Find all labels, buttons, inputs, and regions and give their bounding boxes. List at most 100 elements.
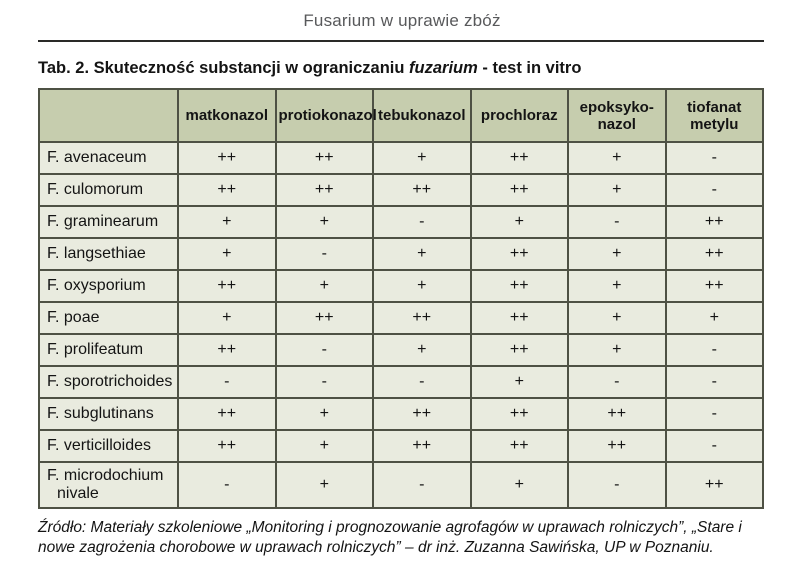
table-row: F. graminearum + + - + - ++	[38, 205, 764, 239]
table-row: F. microdochium nivale - + - + - ++	[38, 461, 764, 509]
value-cell: +	[274, 429, 374, 463]
value-cell: +	[664, 301, 764, 335]
species-cell: F. poae	[38, 301, 179, 335]
value-cell: ++	[274, 173, 374, 207]
value-cell: +	[469, 365, 569, 399]
value-cell: -	[567, 365, 667, 399]
value-cell: -	[274, 365, 374, 399]
value-cell: -	[664, 429, 764, 463]
value-cell: ++	[177, 333, 277, 367]
value-cell: ++	[567, 429, 667, 463]
value-cell: ++	[177, 397, 277, 431]
value-cell: ++	[469, 301, 569, 335]
value-cell: +	[177, 237, 277, 271]
value-cell: +	[274, 461, 374, 509]
value-cell: ++	[469, 429, 569, 463]
value-cell: -	[664, 397, 764, 431]
value-cell: ++	[372, 301, 472, 335]
value-cell: -	[567, 205, 667, 239]
value-cell: -	[177, 365, 277, 399]
value-cell: ++	[664, 205, 764, 239]
column-header-protiokonazol: protiokonazol	[274, 88, 377, 143]
table-row: F. subglutinans ++ + ++ ++ ++ -	[38, 397, 764, 431]
value-cell: ++	[664, 237, 764, 271]
value-cell: ++	[372, 397, 472, 431]
table-caption: Tab. 2. Skuteczność substancji w ogranic…	[38, 59, 766, 78]
species-cell: F. prolifeatum	[38, 333, 179, 367]
value-cell: ++	[469, 269, 569, 303]
running-header: Fusarium w uprawie zbóż	[303, 11, 501, 30]
caption-prefix: Tab. 2. Skuteczność substancji w ogranic…	[38, 59, 410, 77]
caption-suffix: - test in vitro	[477, 59, 582, 77]
column-header-tiofanat-metylu: tiofanat metylu	[664, 88, 764, 143]
column-header-tebukonazol: tebukonazol	[372, 88, 472, 143]
value-cell: ++	[567, 397, 667, 431]
value-cell: +	[372, 269, 472, 303]
species-cell: F. verticilloides	[38, 429, 179, 463]
value-cell: -	[372, 461, 472, 509]
value-cell: ++	[372, 429, 472, 463]
value-cell: ++	[274, 301, 374, 335]
species-cell: F. oxysporium	[38, 269, 179, 303]
value-cell: -	[567, 461, 667, 509]
value-cell: +	[372, 333, 472, 367]
value-cell: +	[177, 205, 277, 239]
species-cell: F. avenaceum	[38, 141, 179, 175]
value-cell: ++	[177, 141, 277, 175]
value-cell: +	[567, 301, 667, 335]
column-header-matkonazol: matkonazol	[177, 88, 277, 143]
table-row: F. culomorum ++ ++ ++ ++ + -	[38, 173, 764, 207]
value-cell: ++	[469, 397, 569, 431]
value-cell: +	[177, 301, 277, 335]
value-cell: -	[274, 333, 374, 367]
value-cell: ++	[469, 333, 569, 367]
table-row: F. prolifeatum ++ - + ++ + -	[38, 333, 764, 367]
value-cell: +	[567, 333, 667, 367]
value-cell: +	[567, 141, 667, 175]
value-cell: ++	[177, 429, 277, 463]
value-cell: +	[274, 397, 374, 431]
source-note: Źródło: Materiały szkoleniowe „Monitorin…	[38, 519, 742, 557]
table-header-row: matkonazol protiokonazol tebukonazol pro…	[38, 88, 764, 143]
caption-italic-term: fuzarium	[409, 59, 478, 77]
value-cell: ++	[664, 269, 764, 303]
value-cell: ++	[469, 237, 569, 271]
value-cell: +	[567, 173, 667, 207]
table-row: F. sporotrichoides - - - + - -	[38, 365, 764, 399]
value-cell: +	[469, 461, 569, 509]
column-header-prochloraz: prochloraz	[469, 88, 569, 143]
species-cell: F. microdochium nivale	[38, 461, 179, 509]
species-cell: F. culomorum	[38, 173, 179, 207]
species-cell: F. sporotrichoides	[38, 365, 179, 399]
table-row: F. poae + ++ ++ ++ + +	[38, 301, 764, 335]
value-cell: ++	[177, 269, 277, 303]
header-rule-divider	[38, 40, 764, 42]
value-cell: ++	[274, 141, 374, 175]
fusarium-efficacy-table: matkonazol protiokonazol tebukonazol pro…	[38, 88, 764, 509]
species-cell: F. graminearum	[38, 205, 179, 239]
value-cell: ++	[469, 173, 569, 207]
value-cell: -	[664, 141, 764, 175]
value-cell: +	[567, 237, 667, 271]
value-cell: -	[372, 205, 472, 239]
value-cell: ++	[469, 141, 569, 175]
value-cell: -	[372, 365, 472, 399]
table-row: F. oxysporium ++ + + ++ + ++	[38, 269, 764, 303]
species-cell: F. langsethiae	[38, 237, 179, 271]
value-cell: -	[664, 173, 764, 207]
table-row: F. avenaceum ++ ++ + ++ + -	[38, 141, 764, 175]
column-header-epoksykonazol: epoksyko-nazol	[567, 88, 667, 143]
value-cell: +	[274, 269, 374, 303]
value-cell: +	[372, 141, 472, 175]
value-cell: -	[664, 333, 764, 367]
value-cell: -	[664, 365, 764, 399]
value-cell: +	[274, 205, 374, 239]
value-cell: +	[372, 237, 472, 271]
value-cell: +	[567, 269, 667, 303]
value-cell: -	[274, 237, 374, 271]
value-cell: ++	[372, 173, 472, 207]
value-cell: ++	[177, 173, 277, 207]
table-row: F. verticilloides ++ + ++ ++ ++ -	[38, 429, 764, 463]
value-cell: +	[469, 205, 569, 239]
